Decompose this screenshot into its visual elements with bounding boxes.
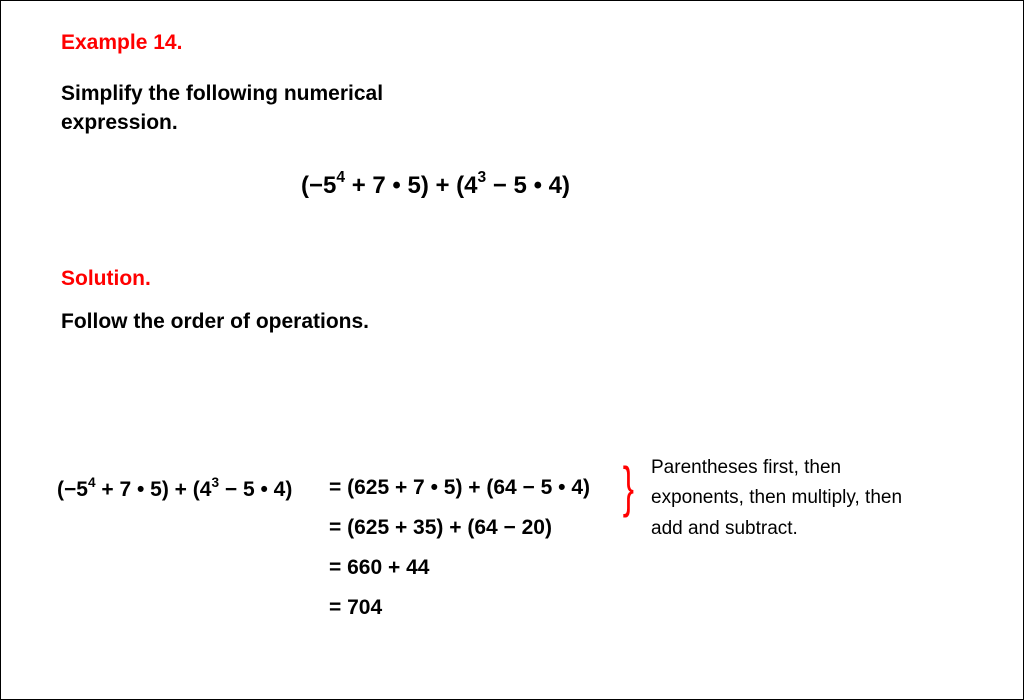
step-2: = (625 + 35) + (64 − 20)	[329, 516, 552, 540]
main-expression: (−54 + 7 • 5) + (43 − 5 • 4)	[301, 171, 570, 200]
annotation-line: Parentheses first, then	[651, 453, 981, 483]
step-lhs: (−54 + 7 • 5) + (43 − 5 • 4)	[57, 476, 292, 502]
solution-title: Solution.	[61, 267, 151, 291]
annotation-text: Parentheses first, then exponents, then …	[651, 453, 981, 544]
step-3: = 660 + 44	[329, 556, 429, 580]
annotation-line: exponents, then multiply, then	[651, 483, 981, 513]
annotation-line: add and subtract.	[651, 514, 981, 544]
brace-icon: }	[619, 459, 638, 515]
solution-instruction: Follow the order of operations.	[61, 307, 369, 336]
prompt-text: Simplify the following numerical express…	[61, 79, 481, 138]
example-title: Example 14.	[61, 31, 182, 55]
step-1: = (625 + 7 • 5) + (64 − 5 • 4)	[329, 476, 590, 500]
step-4: = 704	[329, 596, 382, 620]
